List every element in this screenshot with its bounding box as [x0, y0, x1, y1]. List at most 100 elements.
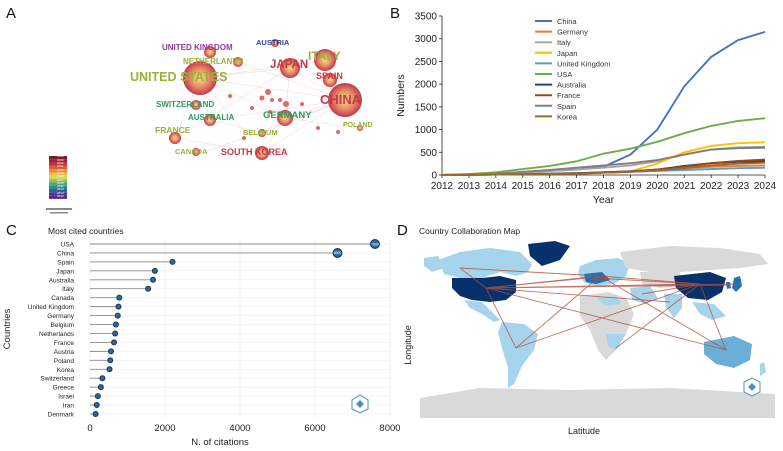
map-xlabel: Latitude: [568, 426, 601, 436]
year-color-legend: [49, 156, 67, 199]
label-australia[interactable]: AUSTRALIA: [188, 113, 235, 122]
map-logo: [743, 377, 761, 397]
label-france[interactable]: FRANCE: [155, 125, 191, 135]
panel-a-letter: A: [6, 5, 17, 22]
c-logo-mark: [356, 400, 364, 408]
node-poland: [357, 125, 363, 131]
b-legend-label: Australia: [557, 81, 587, 90]
b-y-tick-label: 1500: [415, 102, 438, 113]
map-china: [674, 272, 726, 300]
node-australia: [204, 114, 216, 126]
node-belgium: [258, 129, 266, 137]
b-x-tick-label: 2022: [700, 181, 723, 192]
panel-c-title: Most cited countries: [48, 226, 124, 236]
node-united-states: [183, 61, 217, 95]
map-south-america: [498, 322, 538, 388]
label-poland[interactable]: POLAND: [343, 122, 373, 129]
b-x-tick-label: 2012: [431, 181, 454, 192]
c-point-inner: [96, 394, 100, 398]
map-greenland: [528, 241, 570, 266]
panel-c-letter: C: [6, 222, 17, 239]
panel-d-title: Country Collaboration Map: [419, 226, 521, 236]
b-y-tick-label: 2000: [415, 80, 438, 91]
b-y-tick-label: 1000: [415, 125, 438, 136]
c-category-label: Canada: [51, 295, 74, 302]
label-netherlands[interactable]: NETHERLANDS: [183, 57, 244, 66]
map-europe: [578, 258, 630, 286]
c-category-label: China: [57, 250, 74, 257]
b-x-tick-label: 2017: [565, 181, 588, 192]
c-category-label: Germany: [47, 313, 74, 320]
label-italy[interactable]: ITALY: [308, 49, 341, 63]
b-legend-label: USA: [557, 70, 572, 79]
c-point-inner: [371, 240, 379, 248]
c-point-inner: [107, 367, 112, 372]
label-china[interactable]: CHINA: [320, 92, 362, 107]
node-south-korea: [255, 146, 269, 160]
year-legend-label: 2013: [57, 190, 64, 195]
year-legend-label: 2024: [57, 154, 64, 159]
label-united-states[interactable]: UNITED STATES: [130, 70, 228, 84]
map-antarctica: [420, 388, 775, 418]
b-series-line: [441, 161, 766, 176]
map-russia: [620, 246, 768, 272]
c-category-label: Iran: [63, 403, 75, 410]
year-legend-label: 2021: [57, 164, 64, 169]
label-south-korea[interactable]: SOUTH KOREA: [221, 147, 288, 157]
b-series-line: [441, 117, 766, 176]
c-category-label: Netherlands: [39, 331, 75, 338]
b-legend-label: China: [557, 17, 577, 26]
c-point-inner: [99, 385, 103, 389]
b-legend-label: France: [557, 91, 580, 100]
c-point-inner: [100, 376, 105, 381]
b-legend-label: Japan: [557, 49, 577, 58]
panel-a-network: [46, 39, 363, 214]
b-legend-label: Germany: [557, 28, 588, 37]
c-point-inner: [146, 286, 150, 291]
c-x-tick-label: 8000: [379, 423, 400, 434]
c-category-label: Greece: [53, 385, 75, 392]
node-china: [328, 83, 362, 117]
label-switzerland[interactable]: SWITZERLAND: [156, 100, 215, 109]
b-y-tick-label: 3000: [415, 34, 438, 45]
label-belgium[interactable]: BELGIUM: [243, 128, 278, 137]
b-x-tick-label: 2014: [485, 181, 508, 192]
node-spain: [323, 73, 337, 87]
c-point-inner: [109, 349, 113, 354]
panel-b-line-chart: 0 500 1000 1500 2000 2500 3000 3500 2012 2013 2014…: [395, 12, 777, 207]
year-legend-label: 2014: [57, 187, 64, 192]
map-usa: [452, 276, 516, 302]
label-germany[interactable]: GERMANY: [263, 110, 312, 121]
map-ylabel: Longitude: [402, 325, 413, 365]
citespace-logo: [46, 208, 72, 214]
label-spain[interactable]: SPAIN: [316, 71, 343, 81]
c-point-inner: [333, 249, 342, 257]
b-series-line: [441, 145, 766, 176]
year-legend-label: 2020: [57, 167, 64, 172]
c-category-label: United Kingdom: [28, 304, 74, 311]
c-point-inner: [113, 331, 117, 336]
b-x-tick-label: 2013: [458, 181, 481, 192]
label-canada[interactable]: CANADA: [175, 147, 208, 156]
b-legend-label: Italy: [557, 38, 571, 47]
c-category-label: Poland: [54, 358, 75, 365]
label-austria[interactable]: AUSTRIA: [256, 38, 290, 47]
year-legend-label: 2015: [57, 184, 64, 189]
c-xlabel: N. of citations: [191, 437, 249, 448]
b-y-tick-label: 2500: [415, 57, 438, 68]
c-category-label: Austria: [54, 349, 75, 356]
label-japan[interactable]: JAPAN: [270, 59, 309, 71]
c-point-inner: [115, 313, 120, 318]
c-category-label: France: [54, 340, 75, 347]
b-legend-label: Korea: [557, 112, 578, 121]
label-united-kingdom[interactable]: UNITED KINGDOM: [162, 43, 233, 52]
year-legend-label: 2023: [57, 157, 64, 162]
c-category-label: Spain: [57, 259, 74, 266]
panel-b-letter: B: [390, 5, 401, 22]
map-new-zealand: [760, 362, 766, 376]
node-canada: [192, 148, 200, 156]
year-legend-label: 2016: [57, 180, 64, 185]
map-africa: [580, 292, 634, 360]
b-x-tick-label: 2023: [727, 181, 750, 192]
c-point-inner: [94, 403, 99, 407]
